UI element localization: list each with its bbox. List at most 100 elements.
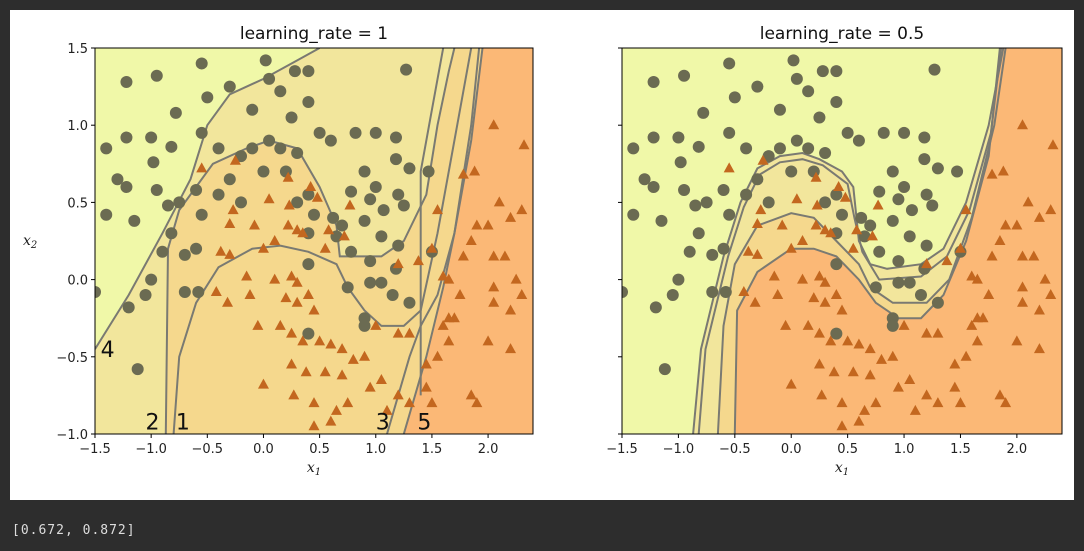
contour-label: 4 bbox=[101, 338, 115, 363]
class1-point bbox=[983, 289, 995, 300]
class0-point bbox=[178, 285, 191, 298]
class0-point bbox=[246, 142, 259, 155]
class1-point bbox=[1000, 219, 1012, 230]
class1-point bbox=[825, 227, 837, 238]
class1-point bbox=[785, 378, 797, 389]
class1-point bbox=[325, 338, 337, 349]
class1-point bbox=[742, 245, 754, 256]
class0-point bbox=[836, 208, 848, 221]
class0-point bbox=[165, 227, 178, 240]
class1-point bbox=[499, 250, 511, 261]
class1-point bbox=[1017, 250, 1029, 261]
class1-point bbox=[813, 358, 825, 369]
class1-point bbox=[887, 350, 899, 361]
class0-point bbox=[369, 180, 382, 193]
class1-point bbox=[364, 381, 376, 392]
contour-label: 1 bbox=[176, 410, 190, 435]
class1-point bbox=[471, 397, 483, 408]
class1-point bbox=[338, 230, 350, 241]
class0-point bbox=[403, 162, 416, 175]
class1-point bbox=[802, 319, 814, 330]
class1-point bbox=[847, 242, 859, 253]
class0-point bbox=[787, 54, 800, 67]
x-tick-label: −0.5 bbox=[192, 442, 224, 457]
class0-point bbox=[263, 134, 276, 147]
class1-point bbox=[518, 139, 530, 150]
class1-point bbox=[305, 180, 317, 191]
class1-point bbox=[819, 224, 831, 235]
class1-point bbox=[971, 312, 983, 323]
class1-point bbox=[810, 171, 822, 182]
class1-point bbox=[291, 224, 303, 235]
class1-point bbox=[1045, 204, 1057, 215]
class1-point bbox=[443, 273, 455, 284]
class1-point bbox=[269, 235, 281, 245]
class1-point bbox=[308, 304, 320, 315]
y-tick-label: −0.5 bbox=[56, 351, 88, 366]
class0-point bbox=[790, 72, 803, 85]
class1-point bbox=[1022, 196, 1034, 207]
class1-point bbox=[465, 389, 477, 400]
class1-point bbox=[892, 381, 904, 392]
class1-point bbox=[392, 327, 404, 338]
class0-point bbox=[386, 289, 399, 302]
class0-point bbox=[195, 57, 208, 70]
subscript: 1 bbox=[315, 467, 321, 478]
class0-point bbox=[886, 165, 899, 178]
class0-point bbox=[951, 165, 964, 178]
class0-point bbox=[313, 126, 326, 139]
class1-point bbox=[381, 404, 393, 415]
class0-point bbox=[302, 65, 315, 78]
class1-point bbox=[342, 397, 354, 408]
class1-point bbox=[308, 420, 320, 431]
class1-point bbox=[776, 219, 788, 230]
class1-point bbox=[830, 289, 842, 300]
class1-point bbox=[723, 162, 735, 173]
class1-point bbox=[286, 358, 298, 369]
class1-point bbox=[302, 289, 314, 300]
y-tick-label: −1.0 bbox=[56, 428, 88, 443]
class1-point bbox=[780, 319, 792, 330]
class0-point bbox=[903, 276, 916, 289]
class0-point bbox=[926, 199, 939, 212]
class1-point bbox=[244, 289, 256, 300]
class0-point bbox=[666, 289, 679, 302]
class1-point bbox=[932, 397, 944, 408]
class1-point bbox=[1047, 139, 1059, 150]
class1-point bbox=[738, 285, 750, 296]
class0-point bbox=[392, 239, 405, 252]
class1-point bbox=[263, 193, 275, 204]
class1-point bbox=[994, 389, 1006, 400]
y-tick-label: 0.0 bbox=[67, 274, 88, 289]
contour-line bbox=[386, 48, 481, 434]
class0-point bbox=[147, 156, 160, 169]
class1-point bbox=[297, 335, 309, 346]
class1-point bbox=[866, 230, 878, 241]
subscript: 2 bbox=[30, 240, 37, 251]
class0-point bbox=[830, 327, 843, 340]
class0-point bbox=[422, 165, 435, 178]
class0-point bbox=[719, 285, 732, 298]
class0-point bbox=[169, 106, 182, 119]
class0-point bbox=[95, 285, 101, 298]
class1-point bbox=[403, 327, 415, 338]
class1-point bbox=[751, 248, 763, 259]
class1-point bbox=[949, 358, 961, 369]
class0-point bbox=[235, 150, 247, 163]
axes-frame bbox=[621, 47, 1063, 435]
class1-point bbox=[488, 281, 500, 292]
class1-point bbox=[286, 270, 298, 281]
contour-line bbox=[697, 48, 1003, 434]
cell-output-text: [0.672, 0.872] bbox=[12, 523, 136, 538]
x-tick-label: 1.0 bbox=[894, 442, 915, 457]
class1-point bbox=[257, 378, 269, 389]
class0-point bbox=[905, 204, 918, 217]
class0-point bbox=[903, 230, 916, 243]
class1-point bbox=[300, 366, 312, 377]
class0-point bbox=[830, 96, 843, 109]
class0-point bbox=[692, 227, 705, 240]
x-axis-label: x1 bbox=[307, 460, 321, 478]
class0-point bbox=[246, 103, 259, 116]
class0-point bbox=[649, 301, 662, 314]
chart-title: learning_rate = 1 bbox=[240, 24, 388, 44]
